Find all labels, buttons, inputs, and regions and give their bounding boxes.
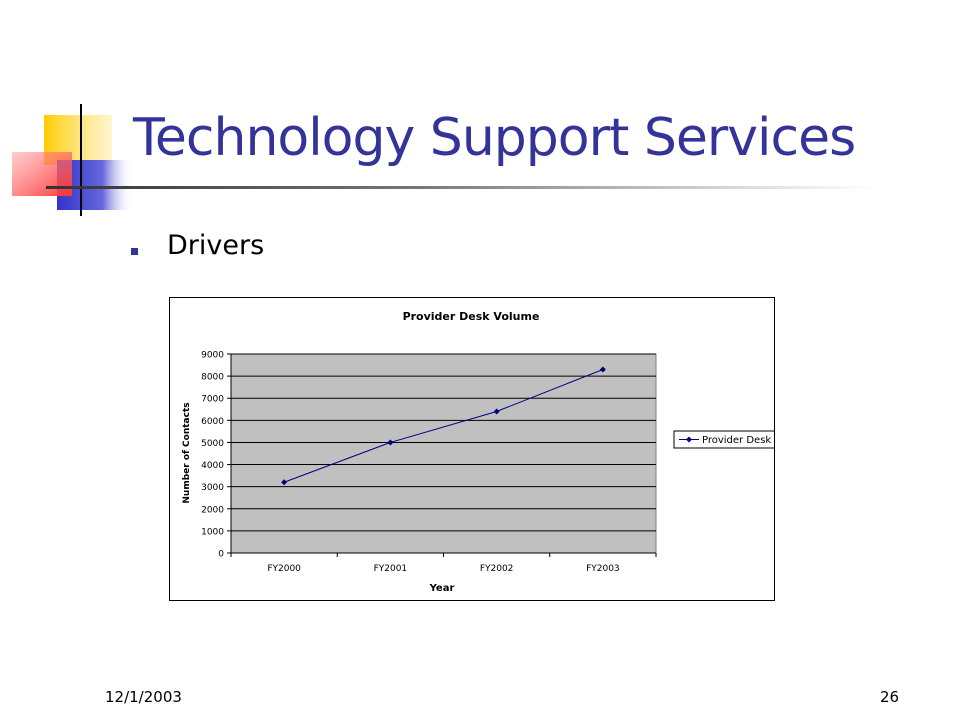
y-tick-label: 0 bbox=[218, 550, 224, 560]
plot-area: 0 1000 2000 3000 4000 5000 6000 7000 8000 9000 FY2… bbox=[201, 351, 657, 574]
y-tick-label: 8000 bbox=[201, 373, 224, 383]
legend-label: Provider Desk bbox=[702, 435, 771, 446]
y-tick-label: 7000 bbox=[201, 395, 224, 405]
y-tick-label: 6000 bbox=[201, 417, 224, 427]
page-number: 26 bbox=[880, 688, 900, 706]
chart-legend: Provider Desk bbox=[673, 430, 776, 449]
data-point bbox=[387, 439, 394, 446]
x-axis-label: Year bbox=[429, 583, 455, 594]
x-tick-label: FY2003 bbox=[586, 564, 620, 574]
decorative-squares bbox=[12, 104, 133, 216]
data-point bbox=[281, 479, 288, 486]
slide-title: Technology Support Services bbox=[133, 108, 856, 168]
title-underline bbox=[46, 186, 876, 189]
chart-title: Provider Desk Volume bbox=[403, 310, 540, 323]
legend-marker bbox=[686, 436, 692, 443]
x-tick-label: FY2001 bbox=[374, 564, 408, 574]
x-tick-label: FY2000 bbox=[267, 564, 301, 574]
data-point bbox=[493, 408, 500, 415]
y-tick-label: 4000 bbox=[201, 461, 224, 471]
y-tick-label: 2000 bbox=[201, 505, 224, 515]
footer-date: 12/1/2003 bbox=[105, 688, 182, 706]
data-point bbox=[599, 366, 606, 373]
series-line bbox=[283, 369, 604, 483]
y-tick-label: 5000 bbox=[201, 439, 224, 449]
plot-background bbox=[230, 353, 657, 554]
line-chart: Provider Desk Volume 0 1000 2000 3000 4000 50… bbox=[182, 310, 776, 594]
y-axis-label: Number of Contacts bbox=[182, 402, 192, 503]
y-tick-label: 3000 bbox=[201, 483, 224, 493]
y-tick-label: 9000 bbox=[201, 351, 224, 361]
bullet-text: Drivers bbox=[167, 230, 265, 261]
y-tick-label: 1000 bbox=[201, 527, 224, 537]
chart-container: Provider Desk Volume 0 1000 2000 3000 4000 50… bbox=[169, 297, 776, 601]
x-tick-label: FY2002 bbox=[480, 564, 514, 574]
bullet-marker bbox=[131, 248, 138, 255]
